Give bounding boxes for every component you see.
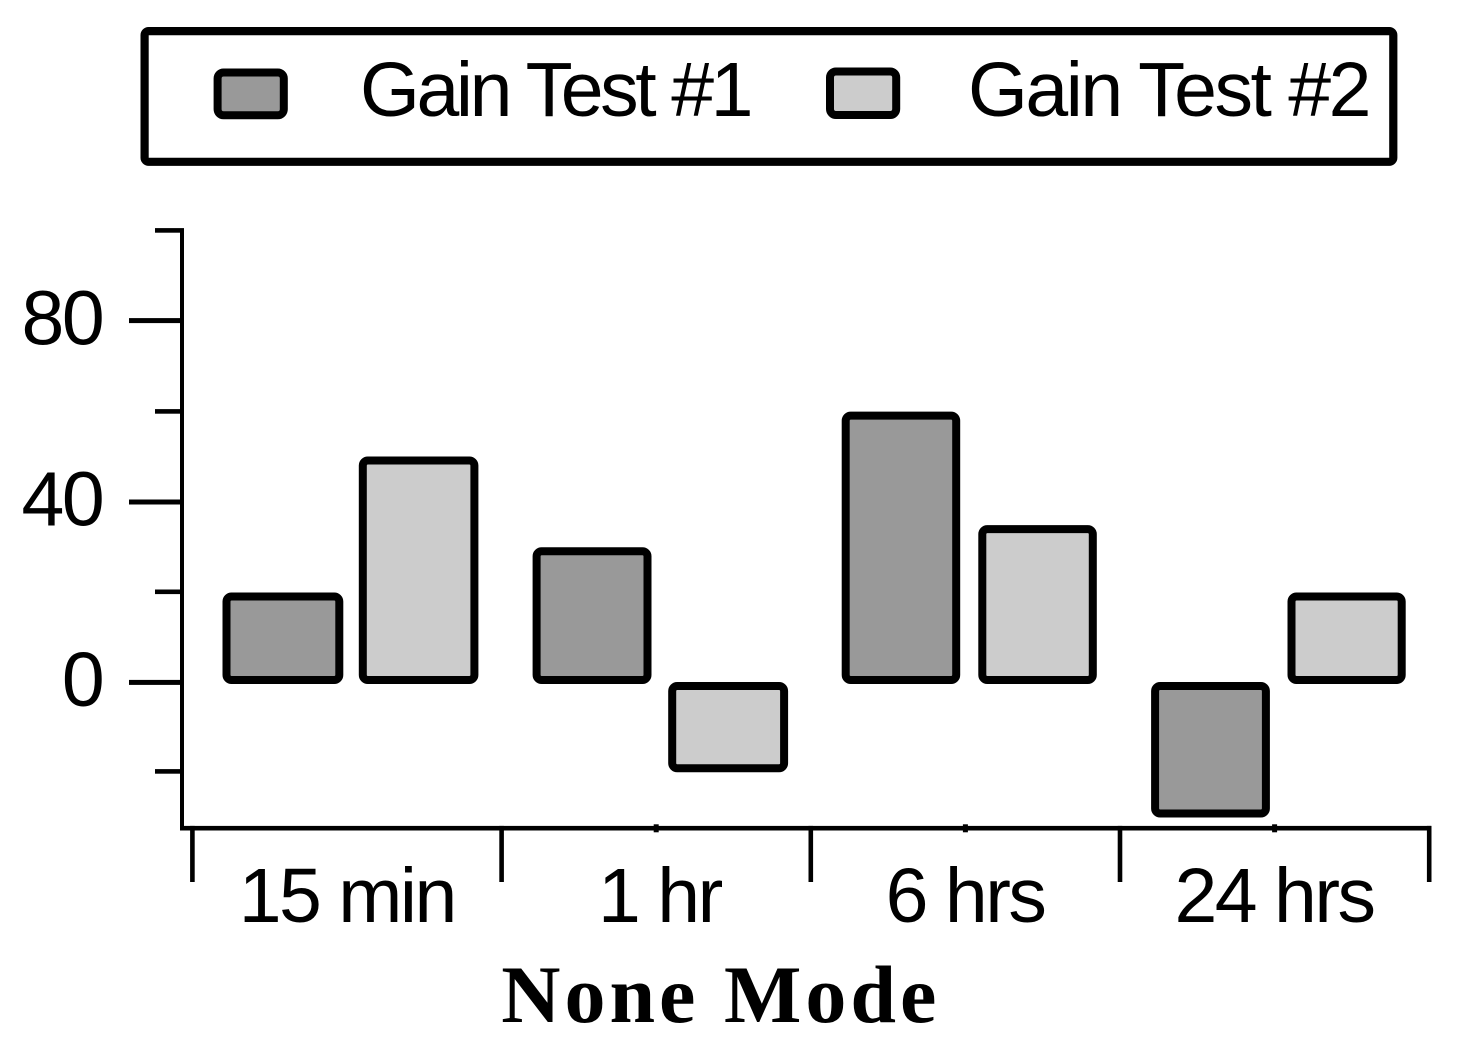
svg-text:0: 0 — [62, 637, 102, 723]
svg-text:Gain Test #2: Gain Test #2 — [968, 47, 1369, 133]
svg-text:40: 40 — [22, 457, 103, 543]
svg-text:15 min: 15 min — [239, 853, 455, 939]
svg-text:Gain Test #1: Gain Test #1 — [360, 47, 751, 133]
svg-text:24 hrs: 24 hrs — [1174, 853, 1373, 939]
svg-text:1 hr: 1 hr — [598, 853, 723, 939]
svg-text:None Mode: None Mode — [501, 949, 940, 1039]
svg-text:6 hrs: 6 hrs — [886, 853, 1045, 939]
svg-text:80: 80 — [22, 275, 103, 361]
